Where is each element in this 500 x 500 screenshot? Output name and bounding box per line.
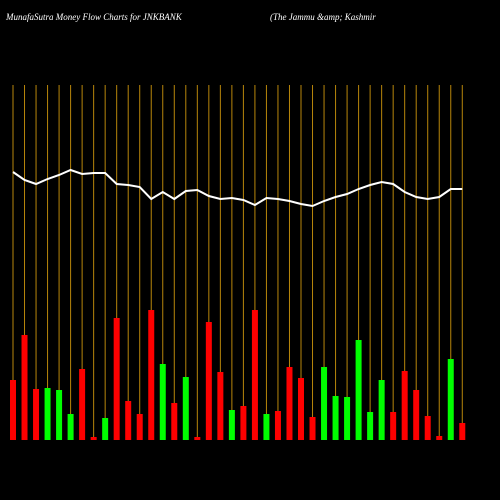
price-line	[12, 168, 463, 208]
bar	[44, 388, 51, 440]
bar	[113, 318, 120, 440]
bar	[33, 389, 40, 440]
bar	[309, 417, 316, 440]
bar	[447, 359, 454, 440]
bar	[251, 310, 258, 440]
bar	[194, 437, 201, 440]
bar	[344, 397, 351, 440]
bar	[332, 396, 339, 440]
bar	[90, 437, 97, 440]
bar	[148, 310, 155, 440]
bar	[205, 322, 212, 440]
bar	[321, 367, 328, 440]
bar	[424, 416, 431, 440]
bar	[10, 380, 16, 440]
bar	[390, 412, 397, 440]
bar	[21, 335, 28, 440]
bar	[274, 411, 281, 440]
bar	[67, 414, 74, 440]
bar	[459, 423, 466, 440]
bar	[217, 372, 224, 440]
bar	[159, 364, 166, 440]
bar	[228, 410, 235, 440]
bar	[102, 418, 109, 440]
bar	[367, 412, 374, 440]
bar	[263, 414, 270, 440]
chart-subtitle: (The Jammu &amp; Kashmir	[270, 12, 376, 22]
bar	[125, 401, 132, 440]
bar	[413, 390, 420, 440]
bar	[240, 406, 247, 440]
bar	[355, 340, 362, 440]
bar	[56, 390, 63, 440]
bar	[298, 378, 304, 440]
bar	[79, 369, 86, 440]
chart-title: MunafaSutra Money Flow Charts for JNKBAN…	[5, 12, 183, 22]
bar	[378, 380, 385, 440]
bar	[286, 367, 293, 440]
bar	[182, 377, 189, 440]
bar	[171, 403, 178, 440]
bar	[136, 414, 143, 440]
bar	[436, 436, 443, 440]
bar	[401, 371, 408, 440]
